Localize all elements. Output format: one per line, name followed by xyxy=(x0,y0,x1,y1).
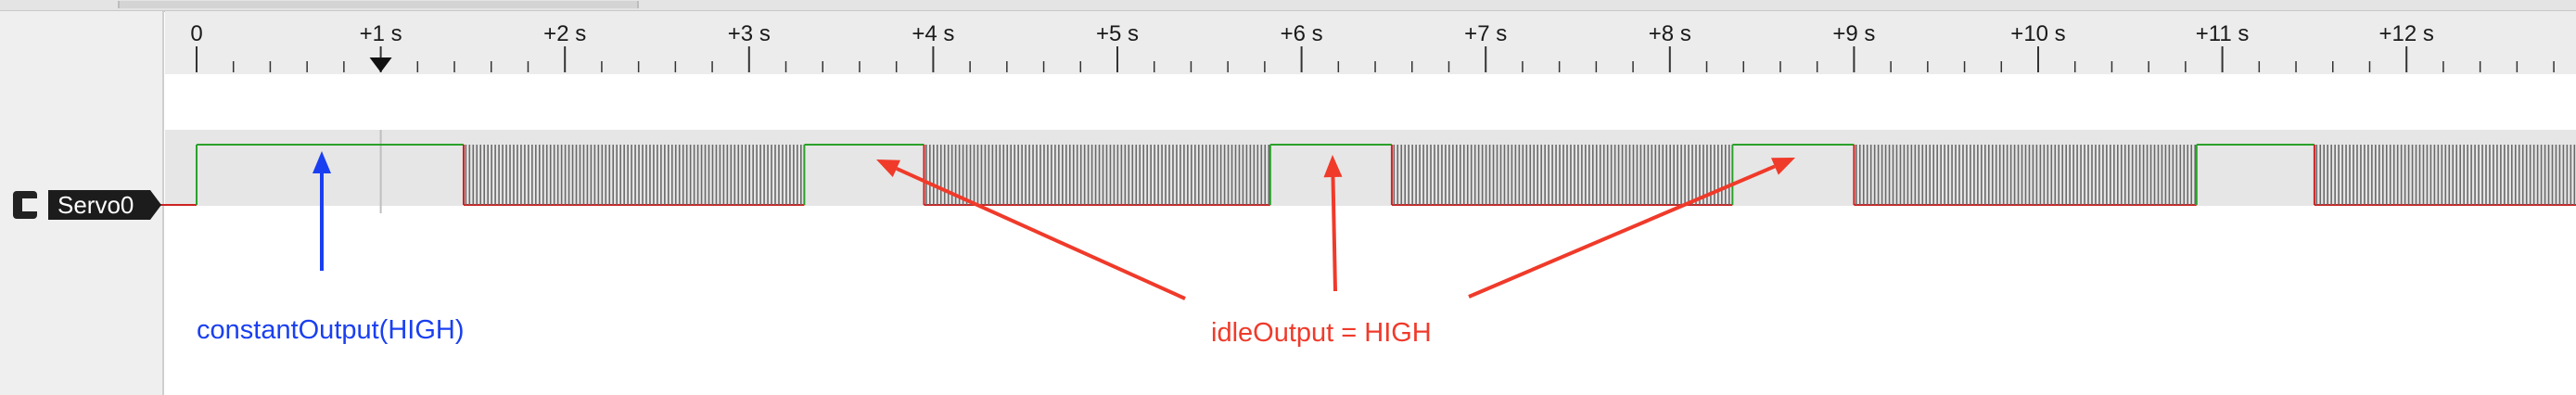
ruler-tick-label: +3 s xyxy=(728,21,771,46)
pwm-burst xyxy=(1391,145,1733,206)
channel-label-tag xyxy=(48,190,161,220)
pwm-burst xyxy=(463,145,805,206)
time-cursor-marker[interactable] xyxy=(369,57,392,72)
ruler-tick-label: +12 s xyxy=(2379,21,2434,46)
pwm-burst xyxy=(2314,145,2576,206)
pwm-burst xyxy=(924,145,1270,206)
ruler-tick-label: +7 s xyxy=(1464,21,1507,46)
ruler-tick-label: +8 s xyxy=(1649,21,1691,46)
timeline-ruler[interactable]: 0 +1 s +2 s +3 s +4 s +5 s +6 s +7 s +8 s +9 s +10… xyxy=(165,11,2576,74)
top-strip xyxy=(0,0,2576,11)
pwm-burst xyxy=(1854,145,2197,206)
channel-clip-icon[interactable] xyxy=(13,191,37,219)
ruler-tick-label: +11 s xyxy=(2196,21,2250,46)
signal-lane xyxy=(165,130,2576,206)
idle-output-annotation: idleOutput = HIGH xyxy=(1211,318,1432,348)
annotation-arrows xyxy=(312,151,1795,300)
idle-output-arrow-center xyxy=(1323,155,1343,292)
ruler-tick-label: +10 s xyxy=(2010,21,2065,46)
ruler-tick-label: 0 xyxy=(190,21,202,46)
idle-output-arrow-left xyxy=(876,159,1186,300)
channel-servo0[interactable]: Servo0 xyxy=(13,190,161,220)
ruler-tick-label: +5 s xyxy=(1096,21,1139,46)
idle-output-arrow-right xyxy=(1468,158,1795,299)
ruler-tick-labels: 0 +1 s +2 s +3 s +4 s +5 s +6 s +7 s +8 s +9 s +10… xyxy=(190,21,2434,46)
ruler-tick-label: +6 s xyxy=(1281,21,1323,46)
ruler-tick-label: +2 s xyxy=(543,21,586,46)
ruler-tick-label: +1 s xyxy=(360,21,402,46)
constant-output-arrow xyxy=(312,151,331,271)
constant-output-annotation: constantOutput(HIGH) xyxy=(197,315,465,345)
scrollbar-thumb[interactable] xyxy=(119,1,638,8)
channel-name: Servo0 xyxy=(57,191,134,219)
ruler-tick-label: +4 s xyxy=(912,21,954,46)
ruler-tick-label: +9 s xyxy=(1832,21,1875,46)
servo0-waveform xyxy=(159,144,2576,206)
